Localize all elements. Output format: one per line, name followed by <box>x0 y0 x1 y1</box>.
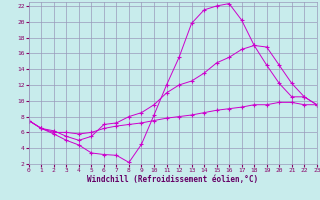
X-axis label: Windchill (Refroidissement éolien,°C): Windchill (Refroidissement éolien,°C) <box>87 175 258 184</box>
